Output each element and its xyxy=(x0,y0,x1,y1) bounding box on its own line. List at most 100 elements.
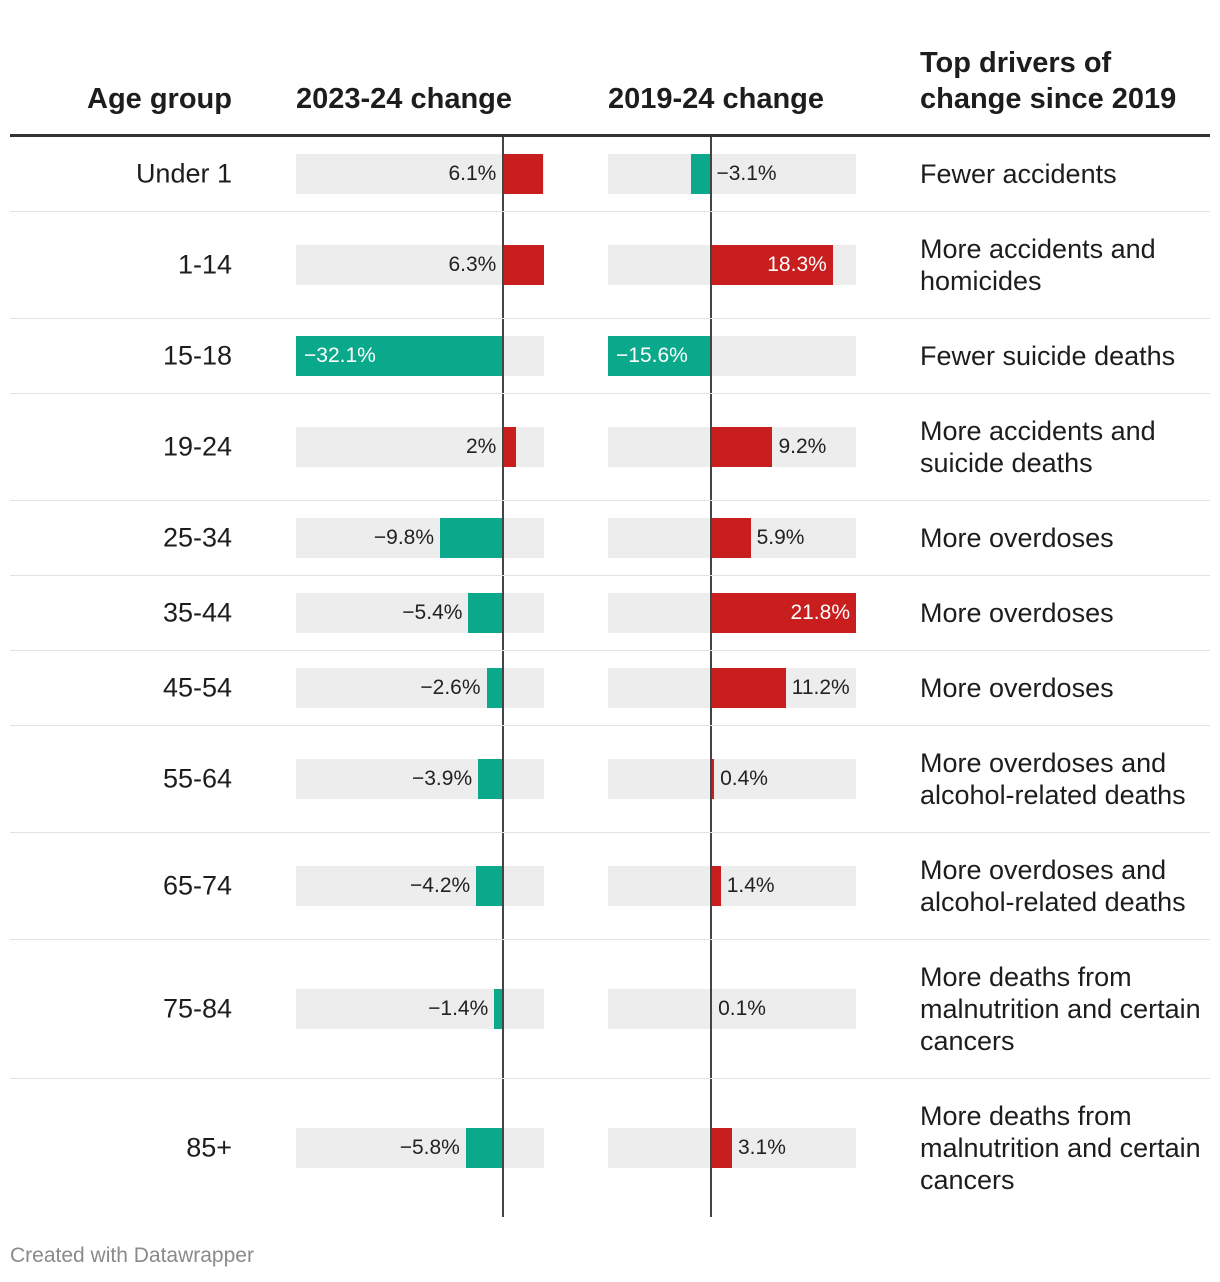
top-driver-text: More accidents and suicide deaths xyxy=(920,416,1156,478)
decrease-bar xyxy=(478,759,504,799)
value-label: 3.1% xyxy=(738,1136,786,1159)
zero-axis-line xyxy=(502,833,505,939)
bar-track xyxy=(608,759,856,799)
zero-axis-line xyxy=(502,1079,505,1217)
value-label: −2.6% xyxy=(420,676,481,699)
value-label: 0.1% xyxy=(718,997,766,1020)
change-2019-24-cell: 0.4% xyxy=(608,726,856,832)
increase-bar xyxy=(503,154,543,194)
decrease-bar xyxy=(468,593,504,633)
increase-bar xyxy=(503,427,517,467)
top-driver-text: More overdoses xyxy=(920,598,1114,628)
value-label: −9.8% xyxy=(373,526,435,549)
zero-axis-line xyxy=(502,212,505,318)
table-row: 35-44 −5.4% 21.8% More overdoses xyxy=(10,576,1210,651)
age-group-label: 45-54 xyxy=(162,672,232,703)
change-2023-24-cell: −1.4% xyxy=(296,940,544,1078)
top-driver-text: More overdoses and alcohol-related death… xyxy=(920,748,1186,810)
change-2019-24-cell: 5.9% xyxy=(608,501,856,575)
zero-axis-line xyxy=(710,137,713,211)
top-driver-text: Fewer suicide deaths xyxy=(920,341,1176,371)
value-label: 21.8% xyxy=(790,601,850,624)
increase-bar xyxy=(711,245,833,285)
bar-track xyxy=(608,1128,856,1168)
table-row: 15-18 −32.1% −15.6% Fewer suicide deaths xyxy=(10,319,1210,394)
decrease-bar xyxy=(608,336,712,376)
value-label: −15.6% xyxy=(616,344,688,367)
table-row: 55-64 −3.9% 0.4% More overdoses and alcohol… xyxy=(10,726,1210,833)
increase-bar xyxy=(711,518,751,558)
change-2023-24-cell: 6.1% xyxy=(296,137,544,211)
zero-axis-line xyxy=(502,394,505,500)
zero-axis-line xyxy=(710,501,713,575)
value-label: 0.4% xyxy=(720,767,768,790)
value-label: 1.4% xyxy=(726,874,775,897)
top-driver-text: Fewer accidents xyxy=(920,159,1117,189)
zero-axis-line xyxy=(710,940,713,1078)
change-2019-24-cell: 3.1% xyxy=(608,1079,856,1217)
zero-axis-line xyxy=(502,651,505,725)
increase-bar xyxy=(711,1128,732,1168)
change-2023-24-cell: −9.8% xyxy=(296,501,544,575)
change-2023-24-cell: 6.3% xyxy=(296,212,544,318)
value-label: 9.2% xyxy=(778,435,827,458)
bar-track xyxy=(296,989,544,1029)
decrease-bar xyxy=(690,154,712,194)
decrease-bar xyxy=(476,866,504,906)
value-label: 11.2% xyxy=(791,676,850,699)
change-2023-24-cell: −32.1% xyxy=(296,319,544,393)
header-2023-24-change: 2023-24 change xyxy=(296,83,513,115)
zero-axis-line xyxy=(502,501,505,575)
zero-axis-line xyxy=(710,1079,713,1217)
increase-bar xyxy=(711,759,715,799)
value-label: −32.1% xyxy=(304,344,376,367)
top-driver-text: More overdoses and alcohol-related death… xyxy=(920,855,1186,917)
value-label: 18.3% xyxy=(767,253,827,276)
zero-axis-line xyxy=(502,940,505,1078)
change-2019-24-cell: 1.4% xyxy=(608,833,856,939)
zero-axis-line xyxy=(710,394,713,500)
table-row: 1-14 6.3% 18.3% More accidents and homicide… xyxy=(10,212,1210,319)
footer-credit: Created with Datawrapper xyxy=(10,1244,254,1267)
zero-axis-line xyxy=(710,576,713,650)
table-body: Under 1 6.1% −3.1% Fewer accidents 1-14 6.3% 1… xyxy=(10,137,1210,1217)
decrease-bar xyxy=(465,1128,504,1168)
header-top-drivers: Top drivers of change since 2019 xyxy=(920,47,1177,115)
change-2019-24-cell: 18.3% xyxy=(608,212,856,318)
value-label: −3.1% xyxy=(716,162,777,185)
value-label: −3.9% xyxy=(411,767,473,790)
change-2023-24-cell: −5.4% xyxy=(296,576,544,650)
zero-axis-line xyxy=(710,212,713,318)
increase-bar xyxy=(503,245,544,285)
top-driver-text: More overdoses xyxy=(920,523,1114,553)
table-row: 19-24 2% 9.2% More accidents and suicide de… xyxy=(10,394,1210,501)
top-driver-text: More deaths from malnutrition and certai… xyxy=(920,1101,1201,1195)
zero-axis-line xyxy=(710,726,713,832)
header-2019-24-change: 2019-24 change xyxy=(608,83,825,115)
increase-bar xyxy=(711,668,786,708)
increase-bar xyxy=(711,866,721,906)
zero-axis-line xyxy=(502,726,505,832)
age-group-label: 15-18 xyxy=(162,340,232,371)
value-label: 6.3% xyxy=(448,253,497,276)
age-group-label: Under 1 xyxy=(135,158,232,189)
zero-axis-line xyxy=(502,576,505,650)
value-label: 6.1% xyxy=(448,162,497,185)
age-group-label: 75-84 xyxy=(162,993,232,1024)
age-group-label: 19-24 xyxy=(162,431,232,462)
zero-axis-line xyxy=(710,319,713,393)
value-label: −5.4% xyxy=(402,601,463,624)
age-group-label: 25-34 xyxy=(162,522,232,553)
table-row: Under 1 6.1% −3.1% Fewer accidents xyxy=(10,137,1210,212)
table-row: 25-34 −9.8% 5.9% More overdoses xyxy=(10,501,1210,576)
table-row: 65-74 −4.2% 1.4% More overdoses and alcohol… xyxy=(10,833,1210,940)
value-label: 5.9% xyxy=(756,526,805,549)
change-2023-24-cell: −5.8% xyxy=(296,1079,544,1217)
zero-axis-line xyxy=(710,833,713,939)
decrease-bar xyxy=(296,336,504,376)
change-2023-24-cell: −2.6% xyxy=(296,651,544,725)
zero-axis-line xyxy=(710,651,713,725)
age-group-label: 55-64 xyxy=(162,763,232,794)
zero-axis-line xyxy=(502,137,505,211)
change-2019-24-cell: 9.2% xyxy=(608,394,856,500)
